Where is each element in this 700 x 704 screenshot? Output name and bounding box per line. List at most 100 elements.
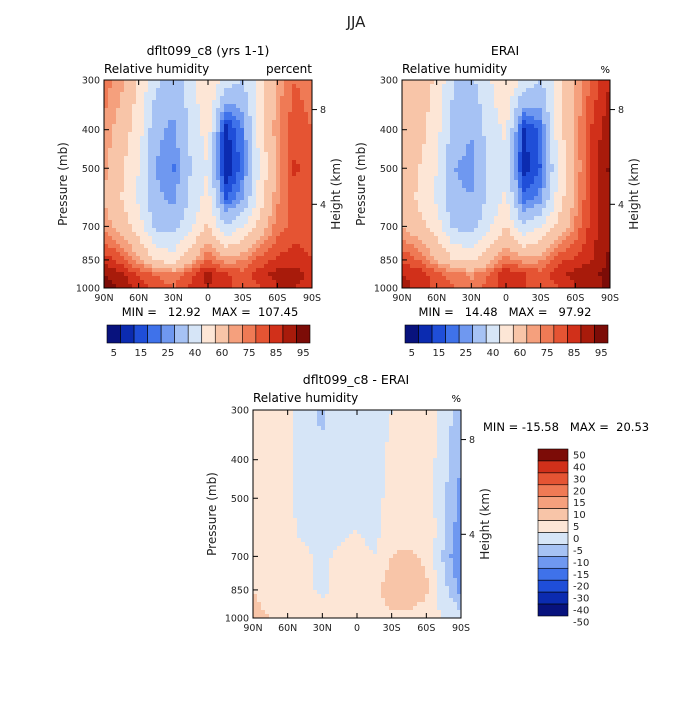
contour-cell [124, 100, 128, 104]
contour-cell [264, 176, 268, 180]
contour-cell [538, 220, 542, 224]
x-tick-label: 30N [164, 293, 183, 304]
contour-cell [252, 120, 256, 124]
contour-cell [148, 148, 152, 152]
contour-cell [502, 196, 506, 200]
contour-cell [248, 200, 252, 204]
contour-cell [530, 200, 534, 204]
contour-cell [530, 136, 534, 140]
contour-cell [252, 256, 256, 260]
contour-cell [280, 212, 284, 216]
contour-cell [268, 276, 272, 280]
contour-cell [292, 264, 296, 268]
contour-cell [164, 88, 168, 92]
contour-cell [188, 156, 192, 160]
contour-cell [478, 96, 482, 100]
contour-cell [216, 228, 220, 232]
contour-cell [144, 80, 148, 84]
contour-cell [176, 104, 180, 108]
contour-cell [442, 248, 446, 252]
contour-cell [104, 164, 108, 168]
contour-cell [406, 152, 410, 156]
contour-cell [550, 148, 554, 152]
contour-cell [256, 156, 260, 160]
contour-cell [184, 188, 188, 192]
contour-cell [200, 96, 204, 100]
contour-cell [220, 220, 224, 224]
contour-cell [124, 200, 128, 204]
contour-cell [180, 168, 184, 172]
contour-cell [120, 172, 124, 176]
contour-cell [522, 232, 526, 236]
contour-cell [300, 152, 304, 156]
contour-cell [196, 272, 200, 276]
contour-cell [434, 140, 438, 144]
contour-cell [156, 264, 160, 268]
contour-cell [208, 244, 212, 248]
contour-cell [112, 192, 116, 196]
contour-cell [438, 152, 442, 156]
contour-cell [562, 164, 566, 168]
contour-cell [112, 176, 116, 180]
contour-cell [478, 164, 482, 168]
contour-cell [506, 88, 510, 92]
contour-cell [268, 196, 272, 200]
contour-cell [256, 268, 260, 272]
contour-cell [586, 184, 590, 188]
contour-cell [260, 144, 264, 148]
contour-cell [244, 184, 248, 188]
contour-cell [260, 180, 264, 184]
contour-cell [518, 132, 522, 136]
contour-cell [240, 220, 244, 224]
contour-cell [288, 212, 292, 216]
contour-cell [260, 172, 264, 176]
contour-cell [288, 172, 292, 176]
contour-cell [224, 276, 228, 280]
contour-cell [152, 164, 156, 168]
contour-cell [232, 200, 236, 204]
contour-cell [502, 104, 506, 108]
contour-cell [542, 152, 546, 156]
contour-cell [244, 236, 248, 240]
contour-cell [220, 244, 224, 248]
contour-cell [260, 248, 264, 252]
contour-cell [470, 228, 474, 232]
contour-cell [454, 196, 458, 200]
contour-cell [104, 212, 108, 216]
contour-cell [152, 220, 156, 224]
contour-cell [196, 264, 200, 268]
contour-cell [426, 224, 430, 228]
contour-cell [276, 276, 280, 280]
contour-cell [300, 180, 304, 184]
contour-cell [152, 200, 156, 204]
contour-cell [284, 252, 288, 256]
contour-cell [506, 192, 510, 196]
contour-cell [292, 256, 296, 260]
contour-cell [272, 200, 276, 204]
contour-cell [514, 244, 518, 248]
contour-cell [208, 108, 212, 112]
contour-cell [434, 96, 438, 100]
contour-cell [244, 228, 248, 232]
contour-cell [458, 216, 462, 220]
contour-cell [578, 240, 582, 244]
contour-cell [248, 108, 252, 112]
contour-cell [590, 108, 594, 112]
contour-cell [144, 172, 148, 176]
contour-cell [562, 176, 566, 180]
contour-cell [418, 176, 422, 180]
contour-cell [422, 152, 426, 156]
contour-cell [498, 180, 502, 184]
contour-cell [578, 112, 582, 116]
contour-cell [534, 232, 538, 236]
contour-cell [140, 132, 144, 136]
contour-cell [292, 172, 296, 176]
contour-cell [304, 104, 308, 108]
contour-cell [196, 176, 200, 180]
contour-cell [188, 88, 192, 92]
contour-cell [402, 152, 406, 156]
contour-cell [450, 160, 454, 164]
contour-cell [402, 160, 406, 164]
contour-cell [228, 272, 232, 276]
contour-cell [188, 148, 192, 152]
